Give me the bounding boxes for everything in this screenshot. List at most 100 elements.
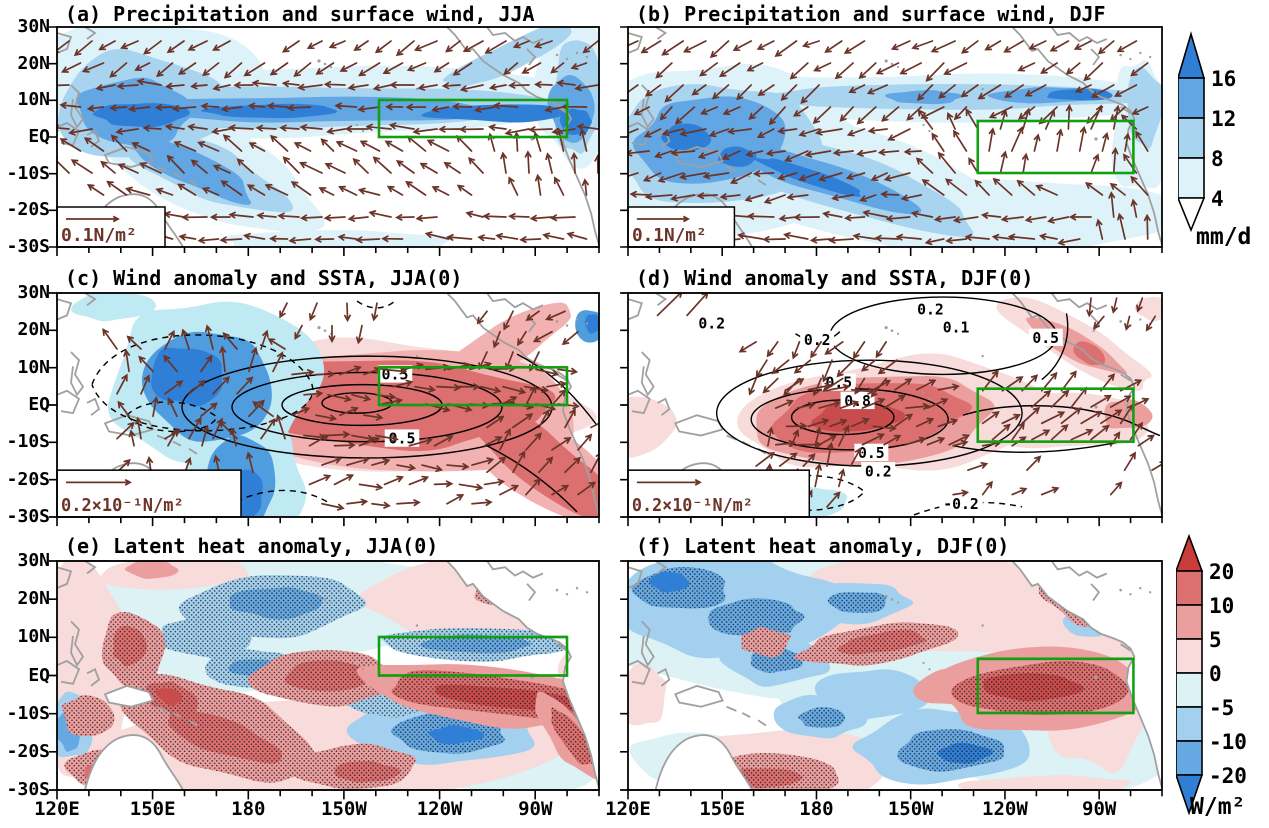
contour-label: 0.1 — [943, 318, 970, 336]
axis-ticks — [49, 560, 600, 800]
vector-scale-legend: 0.1N/m² — [627, 206, 736, 248]
panel-d-title: (d) Wind anomaly and SSTA, DJF(0) — [636, 266, 1034, 290]
vector-scale-label: 0.1N/m² — [632, 225, 707, 246]
y-tick-label: -30S — [6, 236, 50, 257]
x-tick-label: 150W — [321, 798, 367, 820]
y-tick-label: 30N — [17, 16, 50, 37]
panel-d-map: 0.20.20.10.20.50.50.80.50.20.2-0.20.2×10… — [620, 292, 1163, 527]
panel-e-map — [49, 560, 600, 800]
colorbar-tick-label: 4 — [1211, 187, 1224, 211]
contour-label: 0.2 — [698, 314, 725, 332]
colorbar-heat: 20 10 5 0 -5 -10 -20 — [1174, 533, 1247, 816]
coastline — [628, 561, 1162, 790]
panel-f-map — [620, 560, 1163, 800]
contour-label: 0.8 — [844, 392, 871, 410]
map-shading — [628, 561, 1162, 790]
panel-f-title: (f) Latent heat anomaly, DJF(0) — [636, 534, 1010, 558]
axis-ticks — [49, 26, 600, 256]
x-tick-label: 120E — [605, 798, 651, 820]
map-shading — [628, 27, 1162, 247]
x-tick-label: 150W — [887, 798, 934, 820]
contour-label: 0.5 — [1032, 329, 1059, 347]
colorbar-tick-label: 20 — [1209, 560, 1234, 584]
panel-c-title: (c) Wind anomaly and SSTA, JJA(0) — [65, 266, 463, 290]
colorbar-heat-unit: W/m² — [1190, 794, 1246, 820]
colorbar-precip: 16 12 8 4 — [1176, 31, 1236, 233]
y-tick-label: 20N — [17, 319, 50, 341]
x-tick-label: 90W — [518, 798, 553, 820]
y-tick-label: 20N — [17, 588, 50, 610]
x-tick-label: 120E — [34, 798, 80, 820]
colorbar-tick-label: 10 — [1209, 594, 1234, 618]
colorbar-tick-label: 0 — [1209, 662, 1222, 686]
contour-label: 0.2 — [917, 300, 944, 318]
y-tick-label: -10S — [6, 431, 50, 453]
axis-ticks — [49, 292, 600, 527]
y-tick-label: -20S — [6, 468, 50, 490]
y-tick-label: 30N — [17, 550, 50, 571]
colorbar-tick-label: -10 — [1209, 730, 1247, 754]
y-tick-label: -10S — [6, 702, 50, 724]
panel-b-title: (b) Precipitation and surface wind, DJF — [636, 2, 1106, 26]
analysis-box — [976, 657, 1135, 715]
y-tick-label: 10N — [17, 89, 50, 111]
map-border — [627, 560, 1163, 791]
y-tick-label: 30N — [17, 282, 50, 303]
contour-label: 0.2 — [804, 331, 831, 349]
panel-c-map: 0.50.50.2×10⁻¹N/m² — [49, 292, 600, 527]
panel-a-map: 0.1N/m² — [49, 26, 600, 256]
colorbar-tick-label: -20 — [1209, 764, 1247, 788]
contour-label: 0.5 — [858, 444, 885, 462]
y-tick-label: 20N — [17, 52, 50, 74]
x-tick-label: 180 — [231, 798, 266, 820]
panel-e-title: (e) Latent heat anomaly, JJA(0) — [65, 534, 439, 558]
colorbar-tick-label: 16 — [1211, 67, 1236, 91]
y-tick-label: EQ — [28, 126, 50, 147]
coastline — [57, 561, 599, 790]
analysis-box — [377, 635, 569, 677]
panel-b-map: 0.1N/m² — [620, 26, 1163, 256]
y-tick-label: -30S — [6, 506, 50, 527]
analysis-box — [377, 98, 569, 139]
y-tick-label: -10S — [6, 162, 50, 184]
contour-label: -0.2 — [943, 495, 979, 513]
x-tick-label: 150E — [699, 798, 746, 820]
x-tick-label: 180 — [799, 798, 834, 820]
x-tick-label: 120W — [982, 798, 1028, 820]
vector-scale-legend: 0.2×10⁻¹N/m² — [56, 469, 242, 518]
axis-ticks — [620, 26, 1163, 256]
x-tick-label: 150E — [129, 798, 176, 820]
analysis-box — [976, 119, 1135, 175]
y-tick-label: -20S — [6, 199, 50, 221]
axis-ticks — [620, 292, 1163, 527]
vector-scale-label: 0.2×10⁻¹N/m² — [632, 496, 753, 516]
map-shading — [57, 27, 599, 247]
panel-a-title: (a) Precipitation and surface wind, JJA — [65, 2, 535, 26]
colorbar-tick-label: 5 — [1209, 628, 1222, 652]
vector-scale-legend: 0.2×10⁻¹N/m² — [627, 469, 811, 518]
y-tick-label: -20S — [6, 740, 50, 762]
y-tick-label: EQ — [28, 664, 50, 686]
coastline — [628, 27, 1162, 247]
colorbar-latent-heat: 20 10 5 0 -5 -10 -20 — [1174, 530, 1268, 826]
y-tick-label: 10N — [17, 356, 50, 378]
y-tick-label: -30S — [6, 779, 50, 800]
axis-ticks — [620, 560, 1163, 800]
wind-vectors — [102, 302, 599, 511]
contour-label: 0.2 — [865, 462, 892, 480]
colorbar-tick-label: -5 — [1209, 696, 1234, 720]
y-tick-label: EQ — [28, 394, 50, 415]
colorbar-tick-label: 12 — [1211, 107, 1236, 131]
wind-vectors — [57, 40, 599, 244]
colorbar-precip-unit: mm/d — [1196, 224, 1252, 250]
x-tick-label: 90W — [1082, 798, 1117, 820]
colorbar-tick-label: 8 — [1211, 147, 1224, 171]
analysis-box — [976, 387, 1135, 443]
y-tick-label: 10N — [17, 626, 50, 648]
analysis-box — [377, 366, 569, 407]
x-tick-label: 120W — [416, 798, 463, 820]
vector-scale-label: 0.1N/m² — [61, 225, 137, 246]
map-shading — [57, 561, 599, 790]
vector-scale-label: 0.2×10⁻¹N/m² — [61, 496, 184, 516]
